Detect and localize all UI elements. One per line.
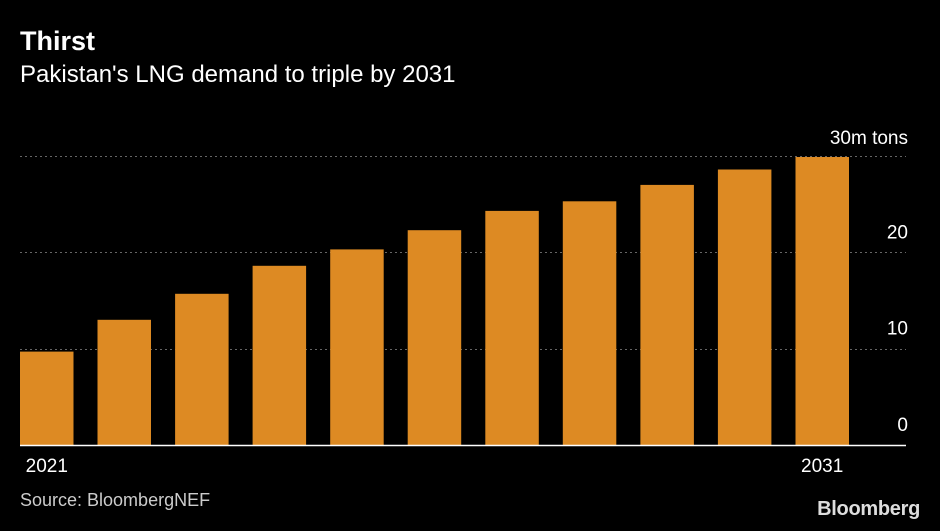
bar-2029 bbox=[640, 184, 694, 445]
bar-2030 bbox=[717, 169, 772, 445]
bar-2023 bbox=[175, 293, 229, 445]
chart-title: Thirst bbox=[20, 26, 96, 56]
x-tick-labels: 2021 2031 bbox=[26, 456, 844, 477]
bar-2031 bbox=[795, 157, 849, 445]
bar-2028 bbox=[562, 201, 617, 445]
gridlines bbox=[20, 156, 906, 350]
bar-2024 bbox=[252, 265, 307, 445]
bar-2027 bbox=[485, 210, 539, 445]
bar-2026 bbox=[407, 230, 462, 445]
y-tick-labels: 0 10 20 30m tons bbox=[830, 128, 908, 436]
chart-subtitle: Pakistan's LNG demand to triple by 2031 bbox=[20, 61, 456, 88]
bar-2025 bbox=[330, 249, 384, 445]
y-tick-label-20: 20 bbox=[887, 222, 908, 243]
x-tick-label-2031: 2031 bbox=[801, 456, 843, 477]
y-tick-label-30: 30m tons bbox=[830, 128, 908, 149]
bars bbox=[20, 157, 849, 445]
bloomberg-logo: Bloomberg bbox=[817, 498, 920, 520]
y-tick-label-0: 0 bbox=[897, 415, 908, 436]
y-tick-label-10: 10 bbox=[887, 319, 908, 340]
x-tick-label-2021: 2021 bbox=[26, 456, 68, 477]
bar-2021 bbox=[20, 351, 74, 445]
source-note: Source: BloombergNEF bbox=[20, 490, 211, 510]
bar-2022 bbox=[97, 319, 151, 445]
